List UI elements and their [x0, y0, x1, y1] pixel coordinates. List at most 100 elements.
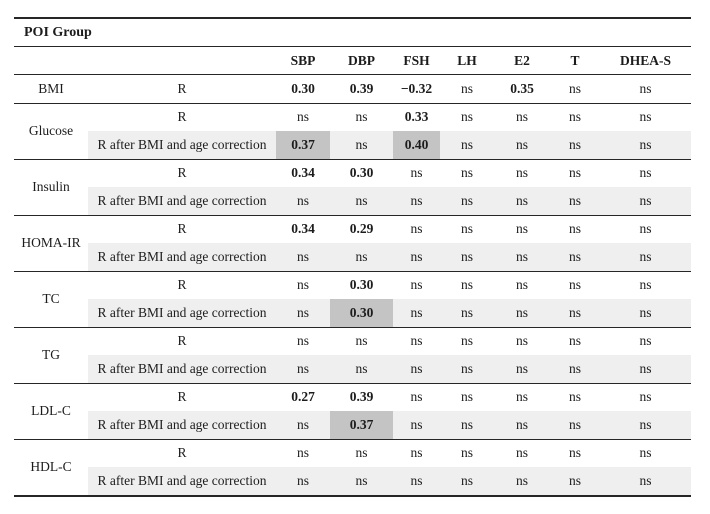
row-label-cell: R after BMI and age correction	[88, 131, 276, 159]
column-header-row: SBP DBP FSH LH E2 T DHEA-S	[14, 46, 692, 75]
table-row: HOMA-IR R 0.34 0.29 ns ns ns ns ns	[14, 214, 692, 271]
value-cell: ns	[494, 158, 550, 187]
parameter-cell: HDL-C	[14, 438, 88, 496]
value-cell: ns	[330, 467, 393, 496]
value-cell: ns	[440, 214, 494, 243]
value-cell: ns	[440, 158, 494, 187]
value-cell: 0.30	[330, 158, 393, 187]
value-cell: ns	[600, 131, 692, 159]
column-header-dheas: DHEA-S	[600, 46, 692, 75]
parameter-cell: Glucose	[14, 102, 88, 159]
value-cell: ns	[550, 467, 600, 496]
value-cell: ns	[440, 187, 494, 215]
table-title: POI Group	[14, 18, 692, 47]
value-cell: ns	[494, 467, 550, 496]
value-cell: 0.37	[330, 411, 393, 439]
value-cell: 0.39	[330, 382, 393, 411]
value-cell: ns	[393, 411, 440, 439]
value-cell: ns	[440, 438, 494, 467]
value-cell: ns	[276, 102, 330, 131]
value-cell: 0.37	[276, 131, 330, 159]
value-cell: ns	[440, 102, 494, 131]
value-cell: 0.34	[276, 214, 330, 243]
value-cell: ns	[550, 158, 600, 187]
value-cell: 0.33	[393, 102, 440, 131]
value-cell: ns	[494, 187, 550, 215]
value-cell: ns	[440, 243, 494, 271]
value-cell: ns	[494, 214, 550, 243]
value-cell: ns	[393, 467, 440, 496]
row-label-cell: R after BMI and age correction	[88, 187, 276, 215]
value-cell: ns	[600, 467, 692, 496]
value-cell: ns	[276, 270, 330, 299]
row-label-cell: R	[88, 214, 276, 243]
row-label-cell: R after BMI and age correction	[88, 411, 276, 439]
value-cell: ns	[393, 158, 440, 187]
value-cell: ns	[600, 355, 692, 383]
parameter-cell: Insulin	[14, 158, 88, 215]
parameter-cell: TG	[14, 326, 88, 383]
value-cell: ns	[276, 438, 330, 467]
value-cell: ns	[276, 187, 330, 215]
value-cell: ns	[440, 411, 494, 439]
value-cell: ns	[600, 382, 692, 411]
value-cell: ns	[330, 355, 393, 383]
value-cell: 0.29	[330, 214, 393, 243]
value-cell: ns	[494, 131, 550, 159]
value-cell: ns	[600, 326, 692, 355]
column-header-empty-param	[14, 46, 88, 75]
table-row: R after BMI and age correction ns ns ns ns ns…	[14, 243, 692, 271]
parameter-cell: TC	[14, 270, 88, 327]
value-cell: ns	[550, 438, 600, 467]
value-cell: ns	[494, 102, 550, 131]
value-cell: ns	[393, 270, 440, 299]
value-cell: ns	[494, 270, 550, 299]
value-cell: ns	[276, 467, 330, 496]
parameter-cell: HOMA-IR	[14, 214, 88, 271]
table-row: R after BMI and age correction ns 0.30 ns ns…	[14, 299, 692, 327]
value-cell: ns	[600, 102, 692, 131]
value-cell: ns	[550, 299, 600, 327]
value-cell: ns	[600, 299, 692, 327]
value-cell: ns	[393, 214, 440, 243]
value-cell: 0.30	[276, 74, 330, 103]
value-cell: 0.30	[330, 299, 393, 327]
value-cell: 0.35	[494, 74, 550, 103]
value-cell: ns	[276, 299, 330, 327]
value-cell: ns	[330, 243, 393, 271]
value-cell: ns	[600, 438, 692, 467]
value-cell: ns	[393, 243, 440, 271]
table-row: Insulin R 0.34 0.30 ns ns ns ns ns	[14, 158, 692, 215]
value-cell: ns	[440, 299, 494, 327]
value-cell: ns	[393, 299, 440, 327]
value-cell: ns	[600, 187, 692, 215]
value-cell: 0.30	[330, 270, 393, 299]
parameter-cell: BMI	[14, 74, 88, 103]
column-header-fsh: FSH	[393, 46, 440, 75]
row-label-cell: R after BMI and age correction	[88, 355, 276, 383]
table-row: R after BMI and age correction ns ns ns ns ns…	[14, 355, 692, 383]
value-cell: ns	[276, 326, 330, 355]
value-cell: ns	[440, 131, 494, 159]
value-cell: ns	[440, 382, 494, 411]
row-label-cell: R after BMI and age correction	[88, 299, 276, 327]
value-cell: ns	[550, 214, 600, 243]
row-label-cell: R	[88, 438, 276, 467]
row-label-cell: R	[88, 270, 276, 299]
value-cell: ns	[330, 102, 393, 131]
value-cell: ns	[600, 74, 692, 103]
column-header-sbp: SBP	[276, 46, 330, 75]
value-cell: ns	[494, 411, 550, 439]
row-label-cell: R	[88, 326, 276, 355]
value-cell: ns	[440, 74, 494, 103]
value-cell: ns	[440, 467, 494, 496]
value-cell: ns	[393, 187, 440, 215]
table-title-row: POI Group	[14, 18, 692, 47]
row-label-cell: R	[88, 382, 276, 411]
row-label-cell: R	[88, 102, 276, 131]
value-cell: ns	[440, 355, 494, 383]
